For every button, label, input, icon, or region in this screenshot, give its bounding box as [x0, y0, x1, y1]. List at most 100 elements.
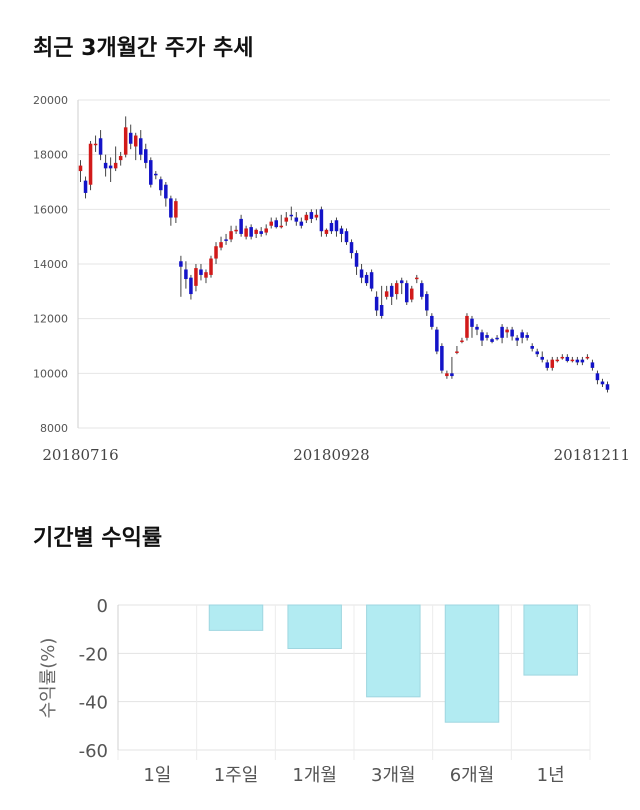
candle-body — [143, 149, 148, 163]
candle-body — [159, 179, 163, 191]
returns-xtick-label: 3개월 — [371, 765, 416, 786]
returns-title: 기간별 수익률 — [33, 526, 163, 551]
candle-body — [384, 291, 389, 297]
candle-body — [409, 288, 414, 300]
candle-body — [78, 165, 83, 172]
candle-body — [189, 277, 193, 295]
candle-body — [93, 143, 98, 146]
candle-body — [83, 180, 88, 193]
candle-body — [535, 351, 539, 355]
candle-body — [234, 229, 238, 232]
candle-body — [415, 277, 419, 280]
price-trend-title: 최근 3개월간 주가 추세 — [33, 36, 254, 61]
price-ytick-label: 10000 — [33, 367, 68, 380]
candle-body — [164, 184, 168, 199]
candle-body — [239, 218, 243, 234]
candle-body — [445, 373, 449, 377]
candle-body — [204, 272, 208, 278]
candle-body — [284, 217, 289, 222]
candle-body — [138, 138, 143, 155]
candle-body — [249, 227, 253, 237]
candle-body — [359, 269, 364, 278]
candle-body — [123, 127, 128, 155]
candle-body — [179, 261, 183, 267]
price-xtick-label: 20180716 — [42, 446, 118, 464]
candle-body — [354, 253, 359, 267]
candle-body — [575, 359, 580, 363]
candle-body — [565, 356, 570, 362]
candle-body — [585, 356, 590, 359]
returns-xtick-label: 1개월 — [292, 765, 337, 786]
candle-body — [530, 346, 534, 349]
candle-body — [118, 156, 123, 161]
candle-body — [154, 173, 158, 176]
candle-body — [108, 165, 113, 169]
candle-body — [480, 332, 484, 341]
candle-body — [364, 274, 369, 284]
candle-body — [314, 214, 319, 218]
candle-body — [450, 373, 454, 377]
candle-body — [440, 346, 444, 371]
candle-body — [485, 335, 489, 338]
candle-body — [520, 332, 524, 338]
returns-ytick-label: -40 — [79, 693, 108, 714]
candle-body — [590, 362, 595, 368]
returns-ytick-label: -60 — [79, 741, 108, 762]
candle-body — [329, 223, 334, 232]
candle-body — [570, 359, 575, 362]
returns-ytick-label: 0 — [97, 596, 108, 617]
returns-xtick-label: 1주일 — [214, 765, 259, 786]
candle-body — [605, 384, 610, 390]
candle-body — [379, 305, 384, 316]
candle-body — [515, 337, 519, 341]
candle-body — [470, 318, 474, 327]
candle-body — [369, 272, 374, 289]
candle-body — [209, 258, 213, 275]
returns-ylabel: 수익률(%) — [38, 638, 59, 719]
candle-body — [334, 220, 339, 232]
returns-bar — [444, 604, 500, 723]
candle-body — [244, 228, 248, 237]
returns-bar — [366, 604, 421, 698]
candle-body — [304, 214, 309, 221]
candle-body — [425, 294, 429, 311]
candle-body — [199, 269, 203, 275]
candle-body — [525, 335, 529, 338]
candle-body — [505, 329, 509, 333]
returns-bar — [523, 604, 578, 676]
candle-body — [475, 326, 479, 330]
candle-body — [103, 162, 108, 169]
candle-body — [88, 143, 93, 185]
candle-body — [224, 239, 228, 241]
candle-body — [430, 315, 434, 327]
candle-body — [254, 229, 258, 234]
candle-body — [374, 296, 379, 311]
candle-body — [545, 362, 550, 368]
candle-body — [339, 228, 344, 234]
candle-body — [455, 351, 459, 353]
candle-body — [269, 221, 273, 226]
candle-body — [600, 381, 605, 385]
candle-body — [229, 231, 233, 240]
candle-body — [435, 329, 439, 352]
candle-body — [294, 217, 299, 222]
returns-xtick-label: 1일 — [143, 765, 171, 786]
candle-body — [128, 132, 133, 144]
candle-body — [194, 268, 198, 286]
price-ytick-label: 16000 — [33, 203, 68, 216]
candle-body — [274, 220, 279, 228]
candle-body — [495, 337, 499, 340]
candle-body — [595, 373, 600, 381]
candle-body — [219, 242, 223, 248]
candle-body — [264, 228, 268, 233]
price-ytick-label: 18000 — [33, 149, 68, 162]
candle-body — [133, 135, 138, 147]
candle-body — [540, 356, 545, 360]
candle-body — [555, 359, 560, 362]
candle-body — [169, 198, 173, 218]
candle-body — [389, 285, 394, 297]
candle-body — [465, 315, 469, 338]
candle-body — [319, 209, 324, 232]
price-xtick-label: 20180928 — [293, 446, 369, 464]
